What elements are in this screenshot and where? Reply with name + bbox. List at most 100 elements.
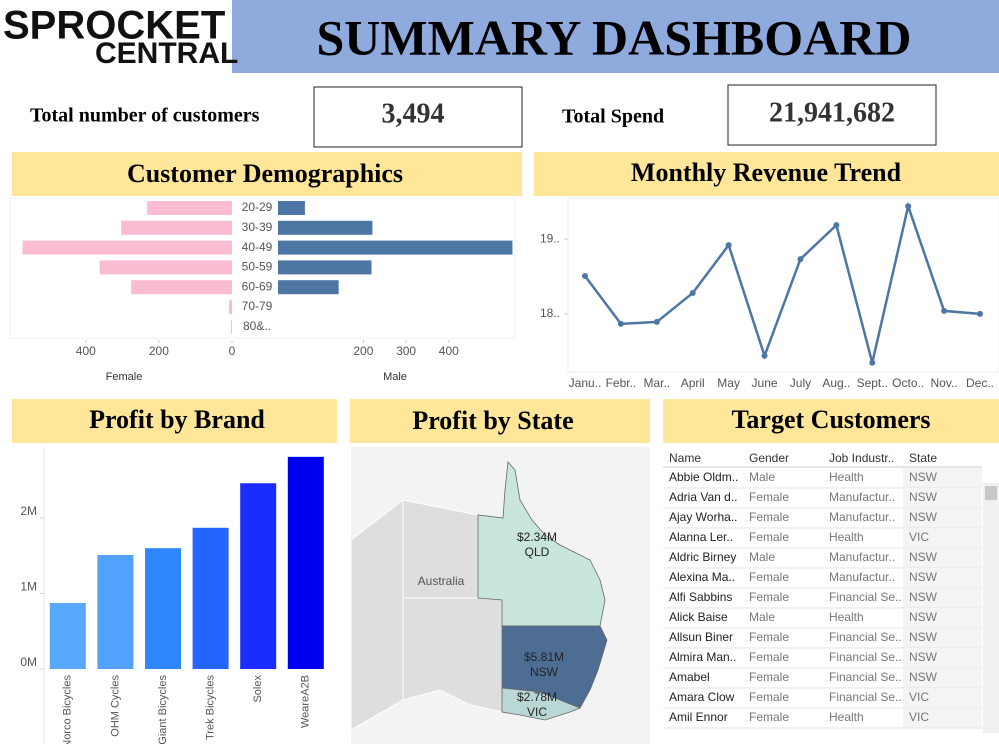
x-tick-label: Dec.. [966,376,994,390]
x-tick-label: May [717,376,740,390]
cell: Manufactur.. [829,550,895,564]
bar [278,220,373,235]
cell: Almira Man.. [669,650,736,664]
cell: NSW [909,630,938,644]
cell: Female [749,570,789,584]
kpi-box [313,86,523,148]
category-label: 80&.. [243,319,271,333]
cell: Amabel [669,670,710,684]
x-tick-label: Octo.. [892,376,924,390]
x-tick-label: 200 [353,344,373,358]
cell: VIC [909,690,929,704]
kpi-value: 3,494 [382,98,445,129]
column-header: Name [669,451,701,465]
point [617,320,624,327]
row-shade [903,568,982,588]
state-region [477,461,606,627]
logo-area [0,0,232,73]
cell: NSW [909,650,938,664]
cell: NSW [909,510,938,524]
x-tick-label: Aug.. [822,376,850,390]
x-tick-label: 400 [76,344,96,358]
x-tick-label: 400 [439,344,459,358]
row-shade [903,488,982,508]
section-band [12,152,522,196]
bar [287,456,324,669]
row-shade [903,588,982,608]
row-shade [903,468,982,488]
cell: Health [829,530,864,544]
point [833,222,840,229]
cell: NSW [909,670,938,684]
cell: Female [749,690,789,704]
cell: Financial Se.. [829,630,902,644]
point [582,272,588,279]
row-shade [903,708,982,728]
point [761,352,768,359]
y-tick-label: 18.. [540,306,560,320]
x-tick-label: April [681,376,705,390]
column-header: Job Industr.. [829,451,894,465]
chart-title: Profit by State [412,406,573,435]
bar [49,603,86,669]
y-tick-label: 0M [20,655,37,669]
row-shade [903,508,982,528]
x-tick-label: 300 [396,344,416,358]
scrollbar[interactable] [983,483,999,733]
value-label: $2.34M [517,530,557,544]
line [584,201,981,364]
cell: Amil Ennor [669,710,728,724]
bar [278,240,513,255]
scroll-thumb[interactable] [985,486,997,500]
cell: Financial Se.. [829,590,902,604]
cell: Female [749,590,789,604]
x-tick-label: Sept.. [857,376,888,390]
row-shade [903,528,982,548]
cell: NSW [909,610,938,624]
cell: Adria Van d.. [669,490,737,504]
cell: Male [749,550,775,564]
plot-frame [9,197,516,339]
x-tick-label: 0 [229,344,236,358]
cell: NSW [909,570,938,584]
bar [240,483,277,669]
point [905,203,912,210]
cell: Manufactur.. [829,490,895,504]
value-label: $5.81M [524,650,564,664]
column-header: Gender [749,451,789,465]
category-label: 50-59 [242,260,273,274]
cell: VIC [909,710,929,724]
cell: Female [749,650,789,664]
point [869,359,876,366]
row-shade [903,688,982,708]
section-band [350,399,650,443]
bar [278,201,305,215]
cell: Female [749,490,789,504]
chart-title: Monthly Revenue Trend [631,158,902,187]
cell: Abbie Oldm.. [669,470,738,484]
cell: Manufactur.. [829,570,895,584]
logo: CENTRAL [95,37,238,70]
kpi-value: 21,941,682 [769,97,895,128]
state-region [501,687,582,721]
x-tick-label: June [752,376,778,390]
bar [147,201,232,215]
cell: Manufactur.. [829,510,895,524]
point [725,242,732,249]
category-label: 40-49 [242,240,273,254]
point [797,256,804,263]
cell: Amara Clow [669,690,735,704]
axis-label: Female [106,371,143,383]
bar [145,548,181,669]
cell: Alick Baise [669,610,728,624]
cell: Financial Se.. [829,670,902,684]
state-label: QLD [525,545,550,559]
value-label: $2.78M [517,690,557,704]
x-tick-label: Trek Bicycles [205,675,217,740]
cell: Female [749,530,789,544]
cell: NSW [909,490,938,504]
cell: Health [829,610,864,624]
dashboard-title: SUMMARY DASHBOARD [317,9,912,65]
